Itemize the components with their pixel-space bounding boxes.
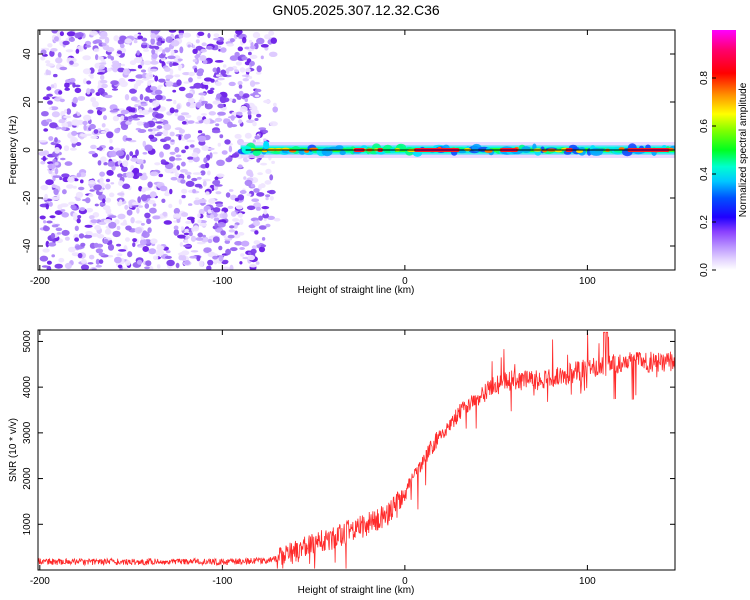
spectrogram-y-tick-label: -40 bbox=[22, 238, 33, 253]
snr-y-tick-label: 4000 bbox=[22, 376, 33, 399]
colorbar: 0.0 0.2 0.4 0.6 0.8 Normalized spectral ampl… bbox=[699, 30, 749, 277]
snr-x-tick-label: -100 bbox=[212, 576, 232, 587]
snr-y-tick-label: 2000 bbox=[22, 467, 33, 490]
noise-speckles bbox=[38, 30, 281, 270]
chart-title: GN05.2025.307.12.32.C36 bbox=[272, 2, 440, 18]
snr-ticks: -200 -100 0 100 1000 2000 3000 4000 5000 bbox=[22, 330, 675, 587]
colorbar-tick-label: 0.2 bbox=[699, 215, 710, 229]
snr-frame bbox=[37, 329, 676, 571]
spectrogram-ticks: -200 -100 0 100 40 20 0 -20 -40 bbox=[22, 30, 675, 287]
snr-y-label: SNR (10 * v/v) bbox=[8, 418, 19, 482]
colorbar-tick-label: 0.4 bbox=[699, 167, 710, 181]
snr-y-tick-label: 1000 bbox=[22, 513, 33, 536]
snr-x-tick-label: -200 bbox=[30, 576, 50, 587]
colorbar-tick-label: 0.0 bbox=[699, 263, 710, 277]
colorbar-gradient bbox=[712, 30, 736, 270]
spectrogram-y-tick-label: -20 bbox=[22, 190, 33, 205]
snr-x-label: Height of straight line (km) bbox=[298, 585, 415, 596]
snr-x-tick-label: 100 bbox=[579, 576, 596, 587]
carrier-band bbox=[237, 141, 675, 158]
spectrogram-x-label: Height of straight line (km) bbox=[298, 285, 415, 296]
spectrogram-y-label: Frequency (Hz) bbox=[8, 116, 19, 185]
spectrogram-y-tick-label: 0 bbox=[22, 147, 33, 153]
spectrogram-y-tick-label: 20 bbox=[22, 96, 33, 108]
snr-y-tick-label: 5000 bbox=[22, 330, 33, 353]
colorbar-ticks: 0.0 0.2 0.4 0.6 0.8 bbox=[699, 71, 716, 277]
spectrogram-x-tick-label: -200 bbox=[30, 276, 50, 287]
colorbar-tick-label: 0.8 bbox=[699, 71, 710, 85]
spectrogram-x-tick-label: -100 bbox=[212, 276, 232, 287]
spectrogram-heatmap bbox=[38, 30, 675, 270]
snr-series-line bbox=[38, 331, 675, 569]
colorbar-label: Normalized spectral amplitude bbox=[738, 82, 749, 217]
spectrogram-panel: -200 -100 0 100 40 20 0 -20 -40 Height of straig… bbox=[8, 29, 676, 296]
spectrogram-y-tick-label: 40 bbox=[22, 48, 33, 60]
snr-x-tick-label: 0 bbox=[402, 576, 408, 587]
spectrogram-x-tick-label: 100 bbox=[579, 276, 596, 287]
spectrogram-x-tick-label: 0 bbox=[402, 276, 408, 287]
snr-panel: -200 -100 0 100 1000 2000 3000 4000 5000 Height … bbox=[8, 329, 676, 596]
colorbar-tick-label: 0.6 bbox=[699, 119, 710, 133]
snr-y-tick-label: 3000 bbox=[22, 421, 33, 444]
